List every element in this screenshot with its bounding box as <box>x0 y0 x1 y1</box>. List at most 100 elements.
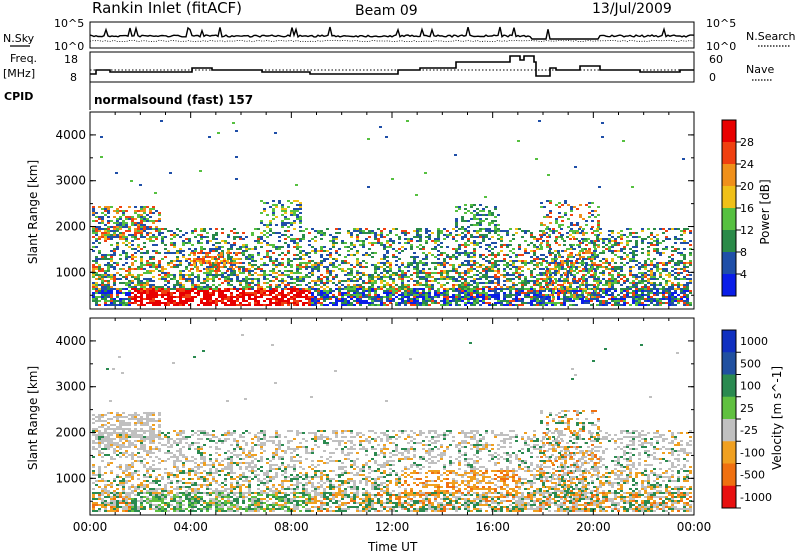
data-cell <box>308 298 311 300</box>
data-cell <box>299 290 302 292</box>
data-cell <box>540 248 543 250</box>
data-cell <box>98 230 101 232</box>
data-cell <box>190 268 193 270</box>
data-cell <box>548 290 551 292</box>
data-cell <box>269 258 272 260</box>
data-cell <box>314 252 317 254</box>
data-cell <box>269 300 272 302</box>
data-cell <box>422 268 425 270</box>
data-cell <box>404 290 407 292</box>
data-cell <box>558 206 561 208</box>
data-cell <box>686 286 689 288</box>
data-cell <box>443 266 446 268</box>
data-cell <box>257 252 260 254</box>
data-cell <box>209 228 212 230</box>
data-cell <box>515 284 518 286</box>
data-cell <box>230 244 233 246</box>
data-cell <box>314 268 317 270</box>
data-cell <box>653 272 656 274</box>
data-cell <box>389 294 392 296</box>
data-cell <box>212 276 215 278</box>
data-cell <box>671 258 674 260</box>
data-cell <box>629 274 632 276</box>
data-cell <box>128 256 131 258</box>
data-cell <box>653 304 656 306</box>
data-cell <box>539 294 542 296</box>
data-cell <box>158 234 161 236</box>
power-colorbar-tick: 8 <box>740 246 747 259</box>
data-cell <box>341 288 344 290</box>
data-cell <box>386 296 389 298</box>
data-cell <box>590 240 593 242</box>
data-cell <box>239 236 242 238</box>
data-cell <box>437 230 440 232</box>
data-cell <box>134 302 137 304</box>
data-cell <box>662 278 665 280</box>
data-cell <box>179 290 182 292</box>
data-cell <box>491 236 494 238</box>
data-cell <box>597 226 600 228</box>
data-cell <box>563 244 566 246</box>
data-cell <box>152 206 155 208</box>
data-cell <box>140 218 143 220</box>
data-cell <box>464 290 467 292</box>
data-cell <box>362 230 365 232</box>
data-cell <box>554 240 557 242</box>
data-cell <box>194 230 197 232</box>
data-cell <box>629 304 632 306</box>
data-cell <box>311 288 314 290</box>
data-cell <box>128 272 131 274</box>
data-cell <box>263 278 266 280</box>
data-cell <box>95 266 98 268</box>
data-cell <box>149 302 152 304</box>
data-cell <box>653 286 656 288</box>
data-cell <box>116 226 119 228</box>
data-cell <box>566 274 569 276</box>
data-cell <box>632 282 635 284</box>
data-cell <box>548 252 551 254</box>
data-cell <box>517 140 520 142</box>
data-cell <box>425 280 428 282</box>
data-cell <box>122 222 125 224</box>
data-cell <box>566 290 569 292</box>
data-cell <box>677 268 680 270</box>
data-cell <box>269 288 272 290</box>
data-cell <box>146 270 149 272</box>
data-cell <box>223 260 226 262</box>
data-cell <box>347 246 350 248</box>
data-cell <box>137 250 140 252</box>
data-cell <box>167 230 170 232</box>
data-cell <box>245 278 248 280</box>
data-cell <box>662 262 665 264</box>
data-cell <box>467 252 470 254</box>
data-cell <box>632 294 635 296</box>
data-cell <box>596 230 599 232</box>
data-cell <box>674 290 677 292</box>
data-cell <box>347 296 350 298</box>
data-cell <box>196 270 199 272</box>
data-cell <box>284 300 287 302</box>
data-cell <box>548 236 551 238</box>
data-cell <box>536 264 539 266</box>
data-cell <box>416 284 419 286</box>
data-cell <box>293 220 296 222</box>
data-cell <box>98 304 101 306</box>
data-cell <box>440 270 443 272</box>
data-cell <box>422 288 425 290</box>
data-cell <box>461 262 464 264</box>
data-cell <box>677 278 680 280</box>
data-cell <box>650 288 653 290</box>
data-cell <box>356 284 359 286</box>
data-cell <box>185 294 188 296</box>
data-cell <box>193 264 196 266</box>
data-cell <box>677 274 680 276</box>
data-cell <box>179 262 182 264</box>
data-cell <box>119 506 122 508</box>
data-cell <box>549 272 552 274</box>
data-cell <box>233 236 236 238</box>
data-cell <box>434 256 437 258</box>
data-cell <box>581 230 584 232</box>
data-cell <box>569 248 572 250</box>
data-cell <box>235 252 238 254</box>
data-cell <box>167 264 170 266</box>
